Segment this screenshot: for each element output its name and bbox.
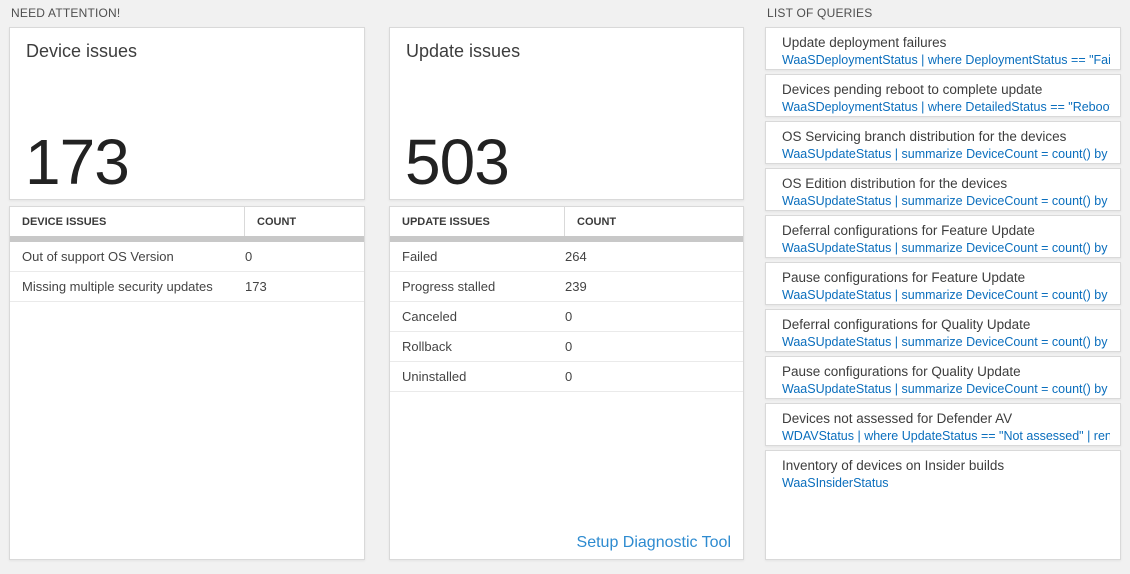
query-text: WaaSUpdateStatus | summarize DeviceCount… (782, 288, 1110, 302)
query-item[interactable]: Devices pending reboot to complete updat… (765, 74, 1121, 117)
device-issues-table-body: Out of support OS Version 0 Missing mult… (10, 242, 364, 302)
query-title: Deferral configurations for Quality Upda… (782, 317, 1031, 332)
device-issues-count: 173 (25, 125, 130, 198)
query-title: Pause configurations for Quality Update (782, 364, 1021, 379)
query-title: Devices not assessed for Defender AV (782, 411, 1013, 426)
issue-label: Failed (402, 249, 438, 264)
query-item[interactable]: Devices not assessed for Defender AV WDA… (765, 403, 1121, 446)
query-item[interactable]: Pause configurations for Feature Update … (765, 262, 1121, 305)
query-title: Pause configurations for Feature Update (782, 270, 1026, 285)
issue-label: Uninstalled (402, 369, 467, 384)
device-issues-title: Device issues (26, 41, 138, 61)
issue-count: 0 (565, 369, 573, 384)
table-header-separator-bar (390, 236, 743, 242)
count-column-header: COUNT (257, 215, 297, 228)
need-attention-column-device: NEED ATTENTION! Device issues 173 DEVICE… (9, 0, 365, 560)
setup-diagnostic-tool-link[interactable]: Setup Diagnostic Tool (576, 534, 731, 551)
issue-count: 0 (565, 339, 573, 354)
issue-count: 264 (565, 249, 587, 264)
table-row[interactable]: Uninstalled 0 (390, 362, 743, 392)
query-text: WaaSUpdateStatus | summarize DeviceCount… (782, 335, 1110, 349)
query-title: Devices pending reboot to complete updat… (782, 82, 1043, 97)
issue-count: 173 (245, 279, 267, 294)
query-item[interactable]: Update deployment failures WaaSDeploymen… (765, 27, 1121, 70)
query-title: Update deployment failures (782, 35, 947, 50)
list-of-queries-column: LIST OF QUERIES Update deployment failur… (765, 0, 1121, 560)
list-of-queries-header: LIST OF QUERIES (767, 6, 873, 20)
query-item[interactable]: Deferral configurations for Feature Upda… (765, 215, 1121, 258)
issue-count: 0 (565, 309, 573, 324)
query-title: Inventory of devices on Insider builds (782, 458, 1005, 473)
query-item[interactable]: OS Edition distribution for the devices … (765, 168, 1121, 211)
query-title: OS Servicing branch distribution for the… (782, 129, 1067, 144)
update-issues-metric-card[interactable]: Update issues 503 (389, 27, 744, 200)
issue-count: 0 (245, 249, 253, 264)
issue-label: Out of support OS Version (22, 249, 174, 264)
query-text: WaaSDeploymentStatus | where DeploymentS… (782, 53, 1110, 67)
query-title: OS Edition distribution for the devices (782, 176, 1008, 191)
update-issues-column-header: UPDATE ISSUES (390, 207, 565, 236)
query-item[interactable]: Deferral configurations for Quality Upda… (765, 309, 1121, 352)
update-issues-table-body: Failed 264 Progress stalled 239 Canceled… (390, 242, 743, 392)
issue-label: Canceled (402, 309, 457, 324)
table-row[interactable]: Failed 264 (390, 242, 743, 272)
table-row[interactable]: Canceled 0 (390, 302, 743, 332)
column-spacer (389, 0, 744, 27)
table-row[interactable]: Rollback 0 (390, 332, 743, 362)
update-issues-count: 503 (405, 125, 510, 198)
query-text: WaaSUpdateStatus | summarize DeviceCount… (782, 147, 1110, 161)
device-issues-table-card: DEVICE ISSUES COUNT Out of support OS Ve… (9, 206, 365, 560)
query-text: WaaSUpdateStatus | summarize DeviceCount… (782, 241, 1110, 255)
query-title: Deferral configurations for Feature Upda… (782, 223, 1035, 238)
issue-count: 239 (565, 279, 587, 294)
need-attention-header: NEED ATTENTION! (11, 6, 121, 20)
table-row[interactable]: Out of support OS Version 0 (10, 242, 364, 272)
query-list: Update deployment failures WaaSDeploymen… (765, 27, 1121, 560)
query-text: WaaSDeploymentStatus | where DetailedSta… (782, 100, 1110, 114)
table-header-separator-bar (10, 236, 364, 242)
query-text: WDAVStatus | where UpdateStatus == "Not … (782, 429, 1110, 443)
update-issues-title: Update issues (406, 41, 521, 61)
update-issues-table-card: UPDATE ISSUES COUNT Failed 264 Progress … (389, 206, 744, 560)
table-row[interactable]: Missing multiple security updates 173 (10, 272, 364, 302)
count-column-header: COUNT (577, 215, 617, 228)
query-item[interactable]: Inventory of devices on Insider builds W… (765, 450, 1121, 560)
device-issues-column-header: DEVICE ISSUES (10, 207, 245, 236)
query-text: WaaSUpdateStatus | summarize DeviceCount… (782, 194, 1110, 208)
query-item[interactable]: Pause configurations for Quality Update … (765, 356, 1121, 399)
issue-label: Missing multiple security updates (22, 279, 213, 294)
device-issues-metric-card[interactable]: Device issues 173 (9, 27, 365, 200)
issue-label: Progress stalled (402, 279, 496, 294)
query-text: WaaSUpdateStatus | summarize DeviceCount… (782, 382, 1110, 396)
issue-label: Rollback (402, 339, 452, 354)
query-text: WaaSInsiderStatus (782, 476, 889, 490)
table-row[interactable]: Progress stalled 239 (390, 272, 743, 302)
need-attention-column-update: Update issues 503 UPDATE ISSUES COUNT Fa… (389, 0, 744, 560)
update-issues-table-header: UPDATE ISSUES COUNT (390, 207, 743, 236)
query-item[interactable]: OS Servicing branch distribution for the… (765, 121, 1121, 164)
device-issues-table-header: DEVICE ISSUES COUNT (10, 207, 364, 236)
